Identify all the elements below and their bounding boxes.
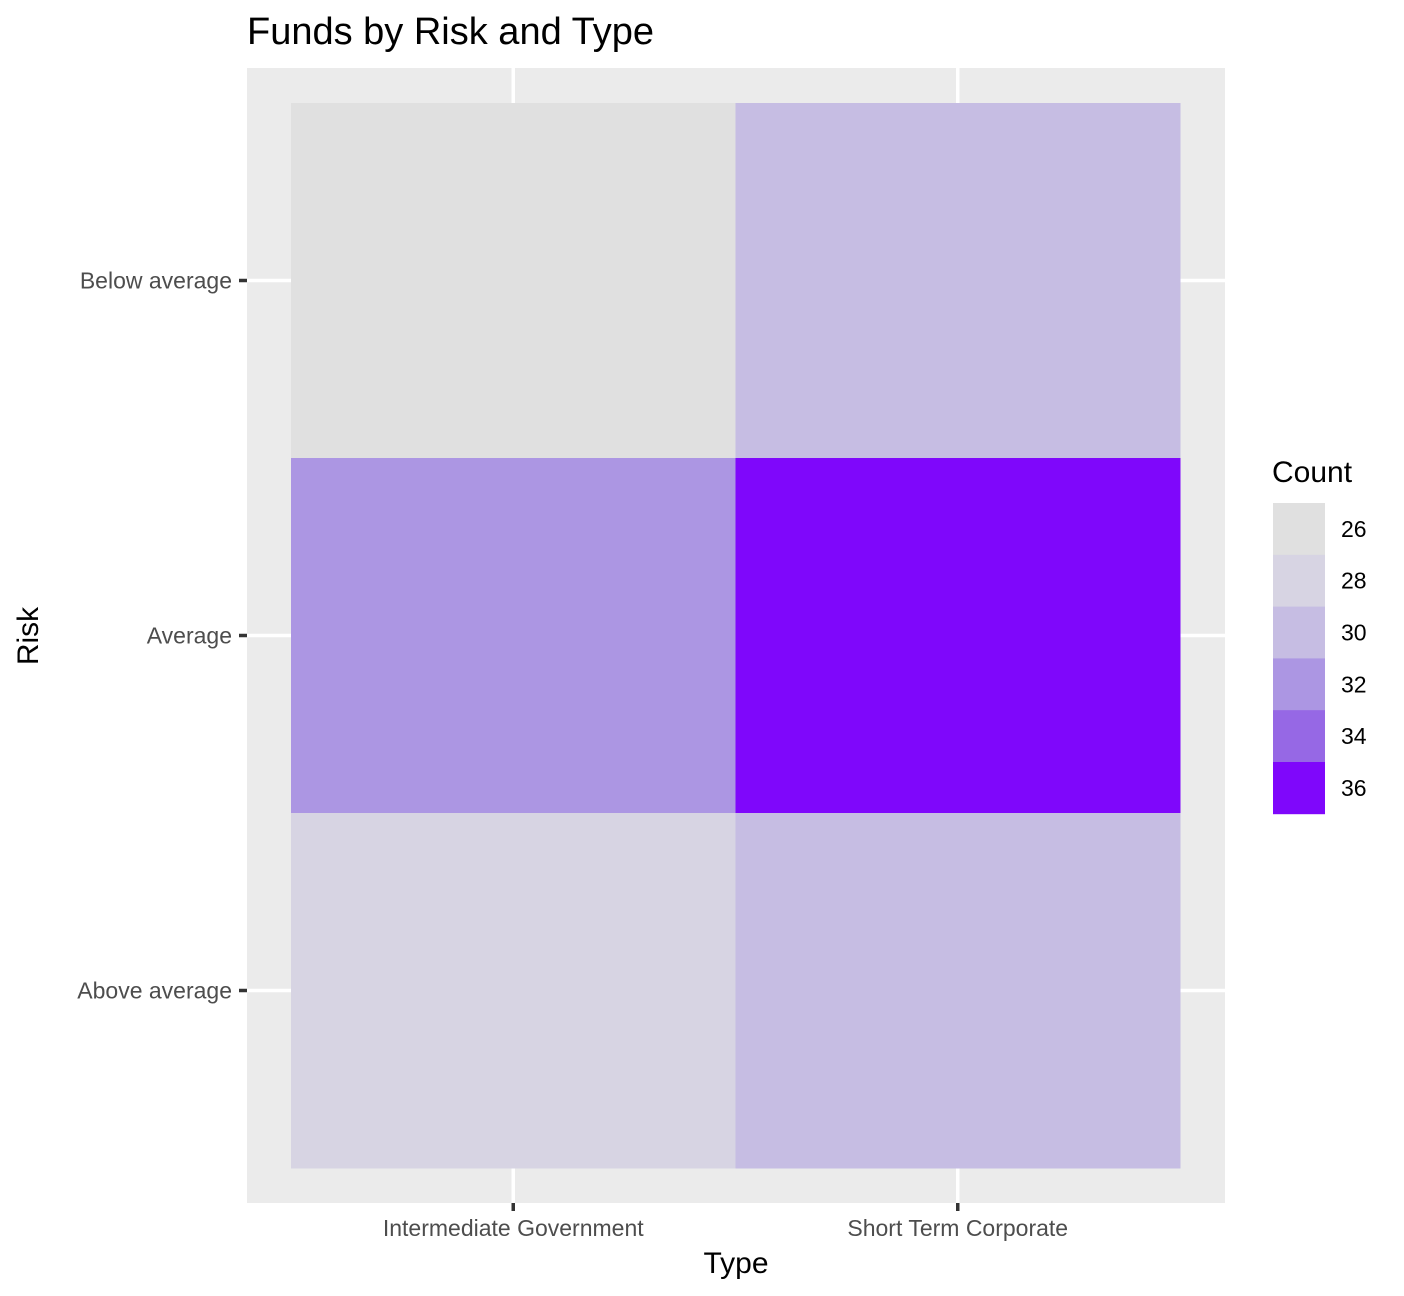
legend-key: [1273, 762, 1325, 815]
legend-title: Count: [1272, 456, 1353, 489]
y-tick-label: Above average: [77, 978, 232, 1004]
legend-key: [1273, 606, 1325, 659]
legend-key: [1273, 503, 1325, 556]
x-tick-label: Intermediate Government: [383, 1215, 644, 1241]
legend-label: 30: [1341, 620, 1367, 646]
legend-label: 28: [1341, 568, 1367, 594]
heatmap-cell: [291, 103, 736, 459]
x-axis-title: Type: [703, 1247, 768, 1280]
x-axis: Intermediate Government Short Term Corpor…: [383, 1203, 1068, 1241]
legend-key: [1273, 554, 1325, 607]
x-tick-label: Short Term Corporate: [847, 1215, 1068, 1241]
chart-title: Funds by Risk and Type: [247, 11, 654, 53]
heatmap-cell: [291, 458, 736, 814]
heatmap-cell: [735, 103, 1181, 459]
heatmap-cell: [291, 813, 736, 1169]
legend-key: [1273, 658, 1325, 711]
y-tick-label: Average: [147, 623, 232, 649]
legend-label: 32: [1341, 671, 1367, 697]
y-axis: Above average Average Below average: [77, 268, 247, 1004]
heatmap-cell: [735, 813, 1181, 1169]
legend-label: 34: [1341, 723, 1367, 749]
y-axis-title: Risk: [12, 606, 45, 665]
y-tick-label: Below average: [80, 268, 232, 294]
legend-label: 26: [1341, 516, 1367, 542]
legend: Count 26 28 30 32 34 36: [1272, 456, 1367, 815]
legend-label: 36: [1341, 775, 1367, 801]
heatmap-cell: [735, 458, 1181, 814]
heatmap-cells: [291, 103, 1181, 1169]
legend-key: [1273, 710, 1325, 763]
